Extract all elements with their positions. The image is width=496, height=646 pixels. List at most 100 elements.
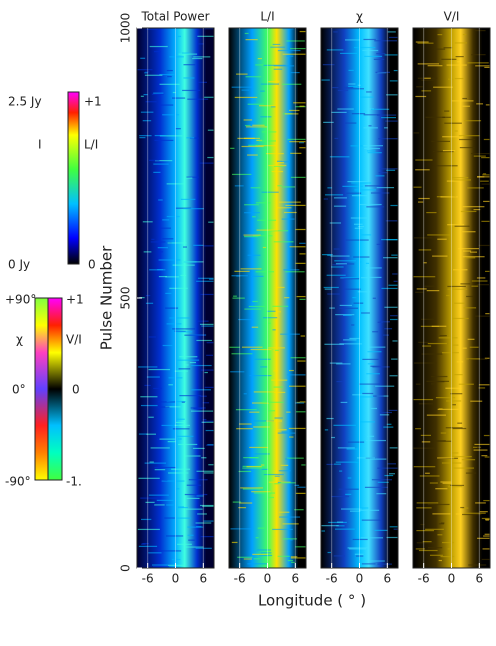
texture: [282, 523, 299, 525]
texture: [468, 564, 487, 566]
texture: [377, 467, 398, 469]
texture: [140, 396, 158, 398]
texture: [466, 295, 474, 298]
texture: [277, 555, 290, 557]
texture: [484, 357, 490, 359]
texture: [239, 502, 253, 504]
texture: [426, 211, 437, 214]
texture: [250, 187, 261, 189]
texture: [244, 32, 249, 35]
texture: [373, 395, 384, 397]
texture: [289, 436, 294, 438]
texture: [172, 328, 196, 330]
texture: [362, 392, 374, 395]
texture: [326, 49, 344, 51]
texture: [281, 431, 288, 433]
texture: [160, 227, 171, 229]
texture: [251, 326, 259, 328]
texture: [460, 283, 471, 285]
texture: [138, 433, 148, 435]
texture: [204, 386, 214, 388]
texture: [462, 347, 467, 349]
texture: [321, 530, 325, 532]
texture: [467, 187, 484, 189]
texture: [485, 313, 490, 315]
texture: [183, 64, 196, 66]
texture: [289, 141, 306, 143]
texture: [440, 481, 452, 483]
texture: [440, 432, 447, 434]
texture: [418, 341, 430, 343]
texture: [267, 496, 274, 499]
texture: [326, 274, 346, 276]
texture: [145, 294, 151, 297]
texture: [158, 199, 163, 201]
texture: [300, 335, 306, 337]
texture: [476, 103, 484, 105]
texture: [415, 428, 422, 430]
texture: [286, 374, 306, 376]
texture: [446, 64, 467, 66]
texture: [161, 424, 180, 427]
texture: [178, 53, 198, 55]
texture: [435, 397, 456, 399]
texture: [347, 547, 369, 549]
texture: [379, 168, 398, 170]
texture: [331, 111, 347, 113]
texture: [241, 89, 250, 91]
texture: [277, 185, 283, 187]
texture: [180, 198, 196, 200]
texture: [472, 446, 481, 448]
texture: [159, 135, 183, 137]
texture: [429, 554, 443, 556]
texture: [437, 238, 447, 240]
texture: [255, 271, 275, 273]
texture: [166, 535, 184, 537]
texture: [451, 452, 459, 454]
texture: [149, 461, 154, 463]
texture: [462, 33, 467, 36]
texture: [277, 432, 296, 434]
texture: [162, 238, 174, 240]
texture: [195, 547, 212, 549]
texture: [413, 186, 422, 188]
texture: [353, 302, 364, 304]
texture: [243, 234, 261, 236]
texture: [483, 535, 490, 537]
texture: [242, 467, 264, 469]
texture: [321, 525, 339, 527]
heatmap-background: [413, 28, 490, 568]
texture: [193, 407, 203, 409]
texture: [478, 387, 486, 389]
texture: [181, 401, 185, 403]
texture: [370, 365, 382, 367]
texture: [253, 426, 270, 428]
texture: [348, 83, 356, 85]
texture: [427, 547, 443, 549]
texture: [338, 488, 359, 490]
texture: [197, 35, 214, 37]
texture: [248, 305, 265, 308]
texture: [463, 120, 482, 122]
texture: [440, 196, 459, 198]
texture: [245, 76, 262, 78]
texture: [197, 513, 207, 515]
texture: [262, 317, 278, 319]
texture: [286, 457, 304, 459]
texture: [366, 267, 382, 269]
texture: [137, 69, 153, 71]
texture: [418, 249, 432, 251]
texture: [339, 304, 352, 307]
texture: [247, 154, 258, 156]
texture: [148, 368, 171, 371]
texture: [149, 159, 160, 161]
panel: [412, 27, 491, 569]
texture: [474, 29, 486, 32]
texture: [278, 470, 291, 472]
texture: [265, 153, 284, 155]
texture: [149, 45, 168, 48]
x-tick-label: 6: [476, 572, 484, 586]
texture: [361, 563, 376, 565]
texture: [242, 488, 261, 490]
texture: [375, 385, 395, 387]
